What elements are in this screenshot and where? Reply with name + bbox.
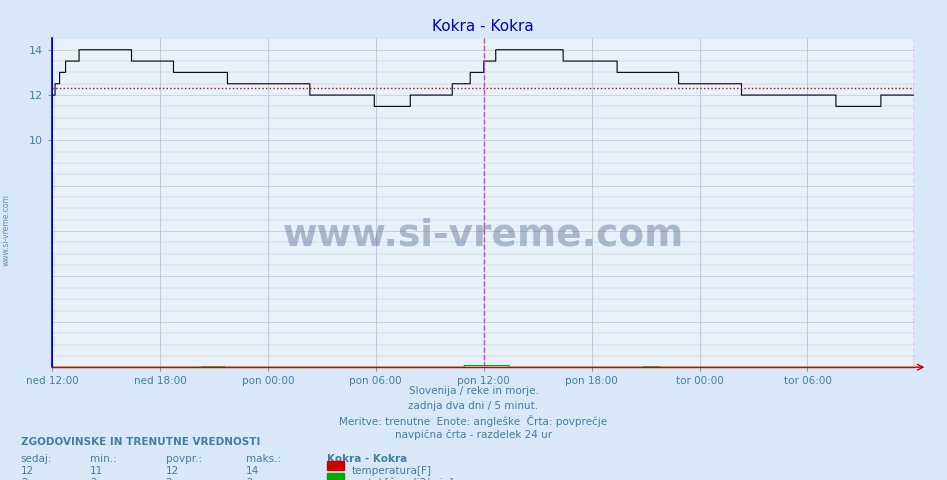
Text: povpr.:: povpr.: [166, 454, 202, 464]
Text: Slovenija / reke in morje.: Slovenija / reke in morje. [408, 386, 539, 396]
Text: 2: 2 [246, 478, 253, 480]
Text: Meritve: trenutne  Enote: angleške  Črta: povprečje: Meritve: trenutne Enote: angleške Črta: … [339, 415, 608, 427]
Text: 11: 11 [90, 466, 103, 476]
Text: sedaj:: sedaj: [21, 454, 52, 464]
Text: 2: 2 [21, 478, 27, 480]
Text: ZGODOVINSKE IN TRENUTNE VREDNOSTI: ZGODOVINSKE IN TRENUTNE VREDNOSTI [21, 437, 260, 447]
Text: zadnja dva dni / 5 minut.: zadnja dva dni / 5 minut. [408, 401, 539, 411]
Text: 12: 12 [166, 466, 179, 476]
Text: www.si-vreme.com: www.si-vreme.com [2, 194, 11, 266]
Text: 14: 14 [246, 466, 259, 476]
Text: 2: 2 [90, 478, 97, 480]
Text: 12: 12 [21, 466, 34, 476]
Text: www.si-vreme.com: www.si-vreme.com [282, 218, 684, 253]
Text: temperatura[F]: temperatura[F] [351, 466, 431, 476]
Text: Kokra - Kokra: Kokra - Kokra [327, 454, 407, 464]
Text: 2: 2 [166, 478, 172, 480]
Title: Kokra - Kokra: Kokra - Kokra [432, 20, 534, 35]
Text: maks.:: maks.: [246, 454, 281, 464]
Text: navpična črta - razdelek 24 ur: navpična črta - razdelek 24 ur [395, 430, 552, 440]
Text: pretok[čevelj3/min]: pretok[čevelj3/min] [351, 478, 454, 480]
Text: min.:: min.: [90, 454, 116, 464]
